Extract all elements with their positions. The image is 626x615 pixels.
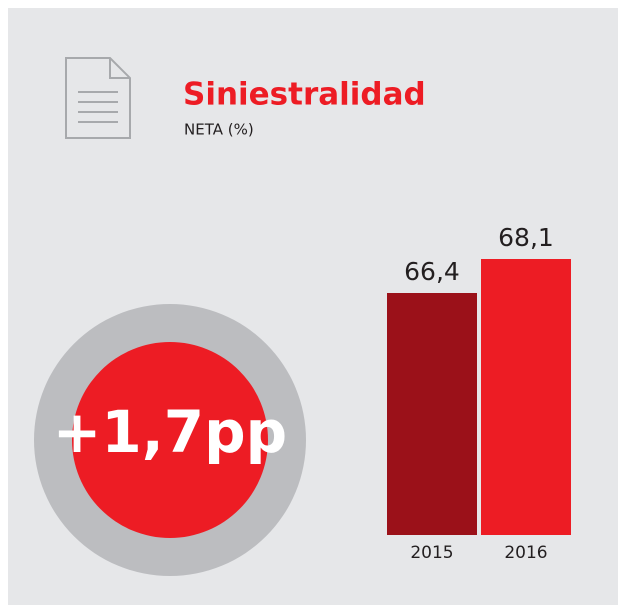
subtitle: NETA (%) — [184, 121, 254, 139]
value-label: 68,1 — [498, 223, 554, 252]
badge — [72, 342, 268, 538]
document-icon — [65, 57, 131, 139]
annotation: +1,7pp — [53, 398, 287, 466]
bar — [481, 259, 571, 535]
chart-title: Siniestralidad — [183, 77, 426, 113]
x-tick-label: 2015 — [410, 543, 453, 563]
value-label: 66,4 — [404, 257, 460, 286]
x-tick-label: 2016 — [504, 543, 547, 563]
bar — [387, 293, 477, 535]
